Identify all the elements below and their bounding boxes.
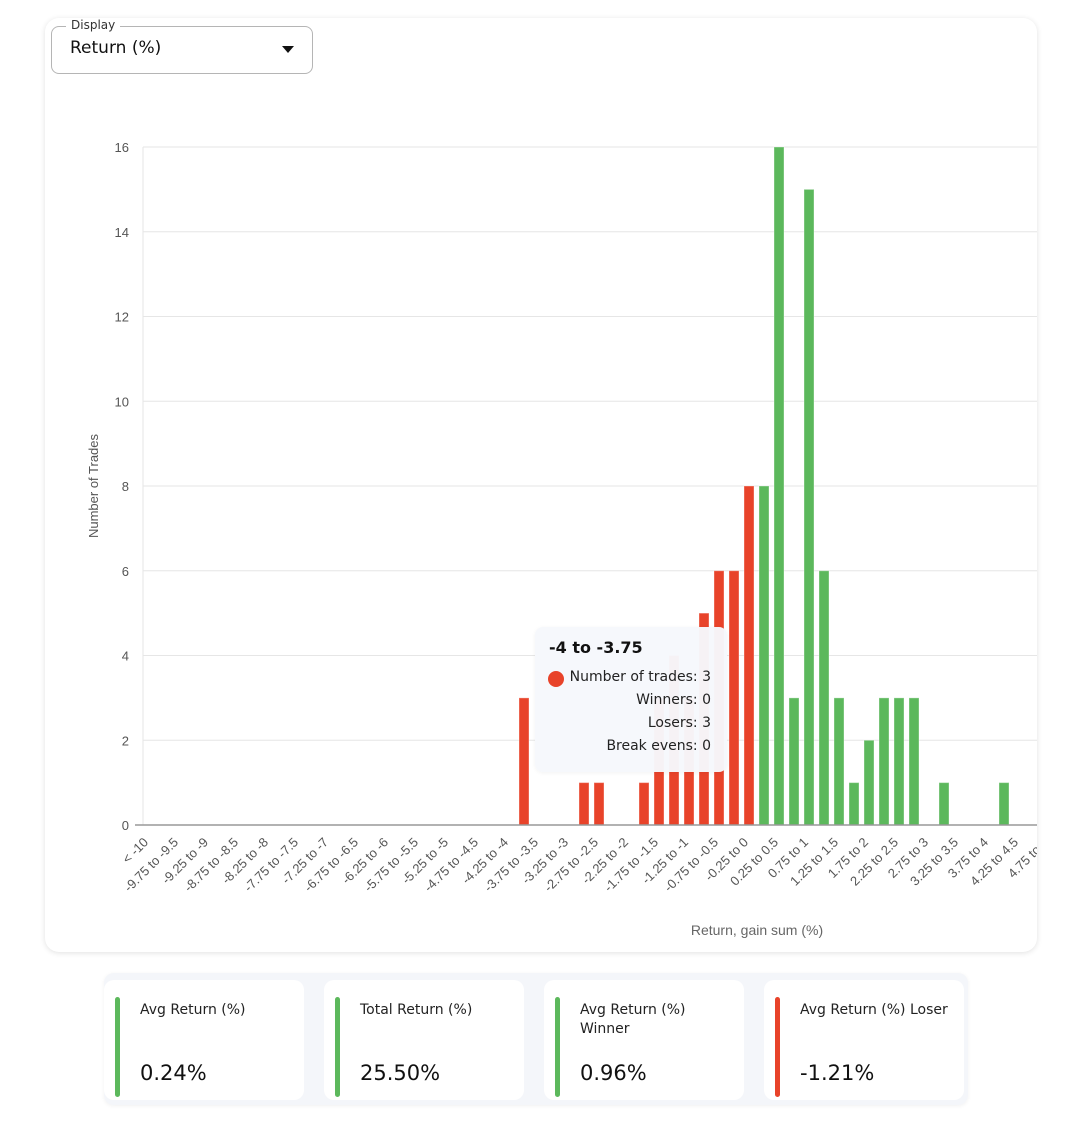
y-tick-label: 0 [122, 818, 129, 833]
y-tick-label: 16 [115, 140, 129, 155]
stat-avg-return-loser: Avg Return (%) Loser -1.21% [764, 980, 964, 1100]
display-select-value: Return (%) [70, 38, 162, 58]
display-select-label: Display [66, 18, 121, 32]
stat-value: 0.24% [140, 1061, 207, 1085]
tooltip-break-evens: Break evens: 0 [606, 738, 711, 754]
bar [998, 782, 1010, 826]
stat-value: 0.96% [580, 1061, 647, 1085]
bar [818, 570, 830, 826]
bar [593, 782, 605, 826]
bar [863, 739, 875, 826]
tooltip-title: -4 to -3.75 [549, 638, 643, 657]
bar [728, 570, 740, 826]
bar [878, 697, 890, 826]
y-tick-label: 4 [122, 649, 129, 664]
bar [908, 697, 920, 826]
stat-value: -1.21% [800, 1061, 875, 1085]
y-tick-label: 8 [122, 479, 129, 494]
bar [773, 146, 785, 826]
x-axis-title: Return, gain sum (%) [691, 922, 823, 938]
y-tick-label: 2 [122, 733, 129, 748]
bar [893, 697, 905, 826]
stat-total-return: Total Return (%) 25.50% [324, 980, 524, 1100]
stat-avg-return: Avg Return (%) 0.24% [104, 980, 304, 1100]
tooltip-losers: Losers: 3 [647, 715, 711, 731]
stats-panel: Avg Return (%) 0.24% Total Return (%) 25… [104, 973, 968, 1105]
bar [758, 485, 770, 826]
bar [518, 697, 530, 826]
stat-label: Avg Return (%) [140, 1002, 246, 1018]
bar [938, 782, 950, 826]
y-tick-label: 10 [115, 394, 129, 409]
bar [638, 782, 650, 826]
stat-label: Avg Return (%) Winner [580, 1002, 686, 1037]
bar [788, 697, 800, 826]
series-dot-icon [548, 671, 564, 687]
y-tick-label: 14 [115, 225, 129, 240]
y-axis-title: Number of Trades [86, 433, 101, 538]
chart-card: Display Return (%) 0 2 4 6 8 10 12 14 16 < -10 -9.… [45, 18, 1037, 952]
stat-color-bar [115, 997, 120, 1097]
stat-label: Avg Return (%) Loser [800, 1002, 948, 1018]
stat-avg-return-winner: Avg Return (%) Winner 0.96% [544, 980, 744, 1100]
y-tick-label: 6 [122, 564, 129, 579]
stat-color-bar [555, 997, 560, 1097]
caret-down-icon [282, 46, 294, 53]
stat-color-bar [335, 997, 340, 1097]
bar [743, 485, 755, 826]
chart-tooltip: -4 to -3.75 Number of trades: 3 Winners:… [535, 627, 727, 772]
tooltip-number-of-trades: Number of trades: 3 [569, 669, 711, 685]
bar [578, 782, 590, 826]
stat-color-bar [775, 997, 780, 1097]
y-tick-label: 12 [115, 310, 129, 325]
bar [833, 697, 845, 826]
bar [803, 188, 815, 826]
display-select[interactable]: Display Return (%) [51, 18, 313, 74]
stat-label: Total Return (%) [360, 1002, 473, 1018]
tooltip-winners: Winners: 0 [636, 692, 711, 708]
bar [848, 782, 860, 826]
stat-value: 25.50% [360, 1061, 441, 1085]
